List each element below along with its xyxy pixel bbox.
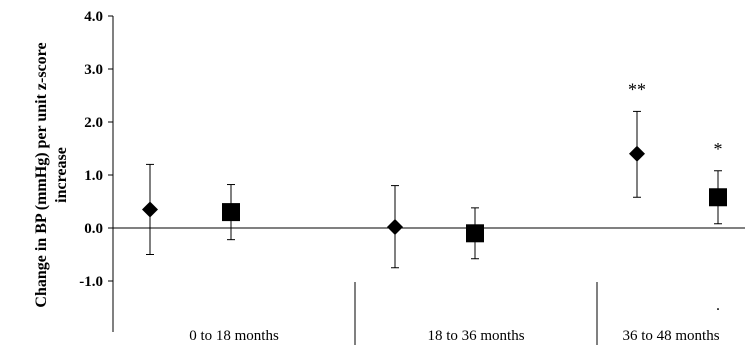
y-axis-label: Change in BP (mmHg) per unit z-score inc… xyxy=(33,42,70,307)
significance-label: * xyxy=(714,139,723,159)
x-category-label: 18 to 36 months xyxy=(427,328,524,344)
y-tick-label: -1.0 xyxy=(79,274,103,290)
diamond-point xyxy=(387,218,403,235)
y-tick-label: 2.0 xyxy=(84,115,103,131)
y-tick-label: 0.0 xyxy=(84,221,103,237)
y-axis-label-line-1: Change in BP (mmHg) per unit z-score xyxy=(33,42,50,307)
extra-mark: . xyxy=(716,297,720,314)
y-tick-label: 4.0 xyxy=(84,9,103,25)
y-axis-label-line-2: increase xyxy=(53,147,70,203)
y-tick-label: 3.0 xyxy=(84,62,103,78)
square-point xyxy=(709,188,727,207)
square-point xyxy=(222,203,240,222)
x-category-label: 0 to 18 months xyxy=(189,328,279,344)
diamond-point xyxy=(142,201,158,218)
x-category-label: 36 to 48 months xyxy=(622,328,719,344)
diamond-point xyxy=(629,145,645,162)
y-tick-label: 1.0 xyxy=(84,168,103,184)
square-point xyxy=(466,224,484,243)
x-axis: 0 to 18 months 18 to 36 months 36 to 48 mo… xyxy=(189,282,720,345)
data-marks: ***. xyxy=(142,79,727,314)
y-ticks: 4.0 3.0 2.0 1.0 0.0 -1.0 xyxy=(79,9,113,290)
significance-label: ** xyxy=(628,79,646,99)
